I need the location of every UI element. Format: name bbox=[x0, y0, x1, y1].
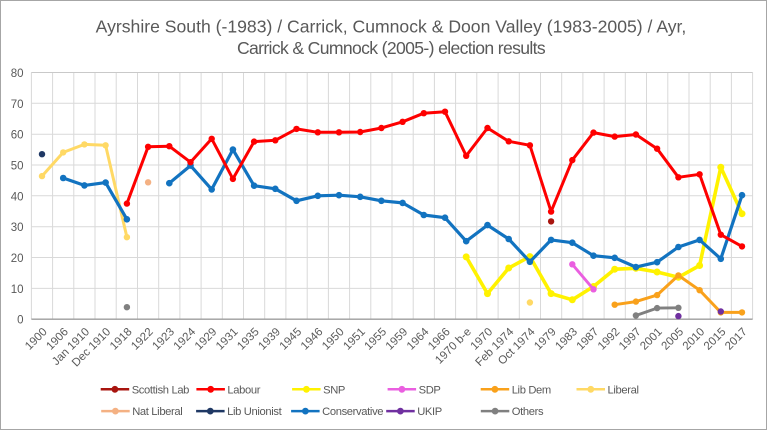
svg-text:40: 40 bbox=[11, 191, 24, 203]
svg-text:Liberal: Liberal bbox=[608, 384, 639, 396]
svg-text:10: 10 bbox=[11, 284, 24, 296]
svg-text:Lib Unionist: Lib Unionist bbox=[227, 406, 282, 418]
svg-text:Others: Others bbox=[512, 406, 544, 418]
svg-text:SDP: SDP bbox=[419, 384, 441, 396]
svg-text:Conservative: Conservative bbox=[322, 406, 383, 418]
svg-text:Labour: Labour bbox=[227, 384, 260, 396]
svg-text:Scottish Lab: Scottish Lab bbox=[132, 384, 189, 396]
svg-text:Nat Liberal: Nat Liberal bbox=[132, 406, 182, 418]
svg-text:50: 50 bbox=[11, 161, 24, 173]
svg-text:0: 0 bbox=[17, 315, 23, 327]
svg-text:Lib Dem: Lib Dem bbox=[512, 384, 551, 396]
svg-text:Ayrshire South (-1983) / Carri: Ayrshire South (-1983) / Carrick, Cumnoc… bbox=[96, 17, 687, 37]
svg-text:60: 60 bbox=[11, 130, 24, 142]
svg-text:80: 80 bbox=[11, 68, 24, 80]
svg-text:70: 70 bbox=[11, 99, 24, 111]
svg-text:Carrick & Cumnock (2005-) elec: Carrick & Cumnock (2005-) election resul… bbox=[237, 38, 546, 58]
svg-text:30: 30 bbox=[11, 222, 24, 234]
svg-text:UKIP: UKIP bbox=[417, 406, 442, 418]
svg-text:20: 20 bbox=[11, 253, 24, 265]
svg-text:SNP: SNP bbox=[323, 384, 345, 396]
